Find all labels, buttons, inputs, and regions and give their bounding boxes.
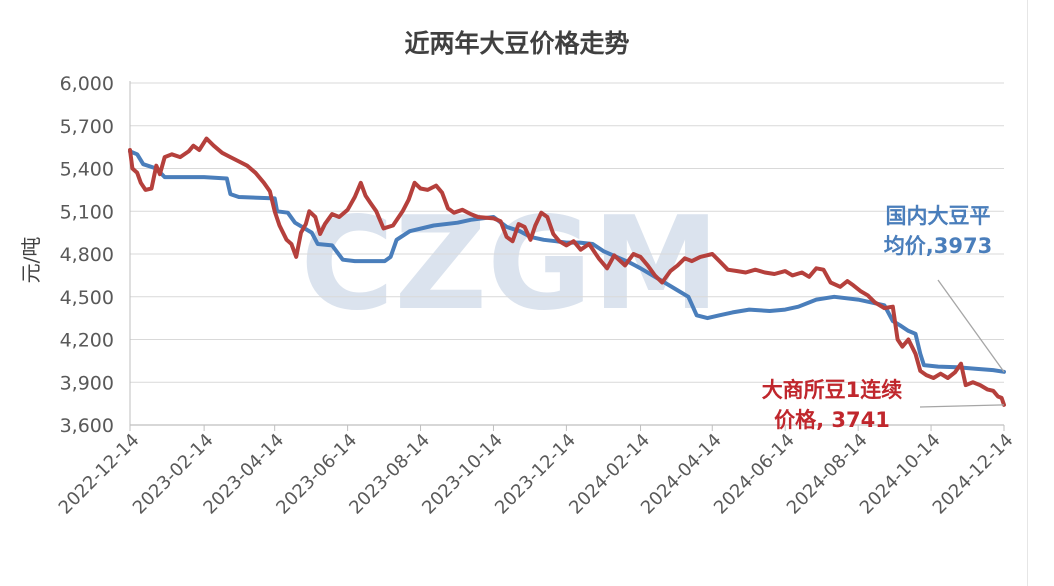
y-tick-label: 3,600: [60, 415, 114, 437]
y-tick-label: 6,000: [60, 73, 114, 95]
y-tick-label: 4,500: [60, 287, 114, 309]
series-lines: [128, 136, 1006, 407]
chart-title: 近两年大豆价格走势: [404, 29, 629, 58]
watermark-text: CZGM: [300, 190, 719, 339]
y-tick-label: 4,200: [60, 330, 114, 352]
y-tick-label: 4,800: [60, 244, 114, 266]
gridlines: [130, 82, 1004, 426]
callout-label: 大商所豆1连续: [762, 378, 903, 402]
callout-label: 均价,3973: [884, 234, 992, 258]
y-tick-label: 3,900: [60, 372, 114, 394]
y-tick-label: 5,100: [60, 201, 114, 223]
y-axis-label: 元/吨: [19, 237, 43, 284]
right-border: [1027, 0, 1028, 586]
callout-label: 价格, 3741: [774, 408, 890, 432]
y-tick-label: 5,400: [60, 159, 114, 181]
callout-line: [919, 404, 1005, 408]
callout-label: 国内大豆平: [886, 204, 991, 228]
series-line-dalian: [128, 136, 1006, 407]
series-line-domestic: [128, 149, 1006, 374]
y-tick-label: 5,700: [60, 116, 114, 138]
callout-line: [937, 279, 1005, 373]
